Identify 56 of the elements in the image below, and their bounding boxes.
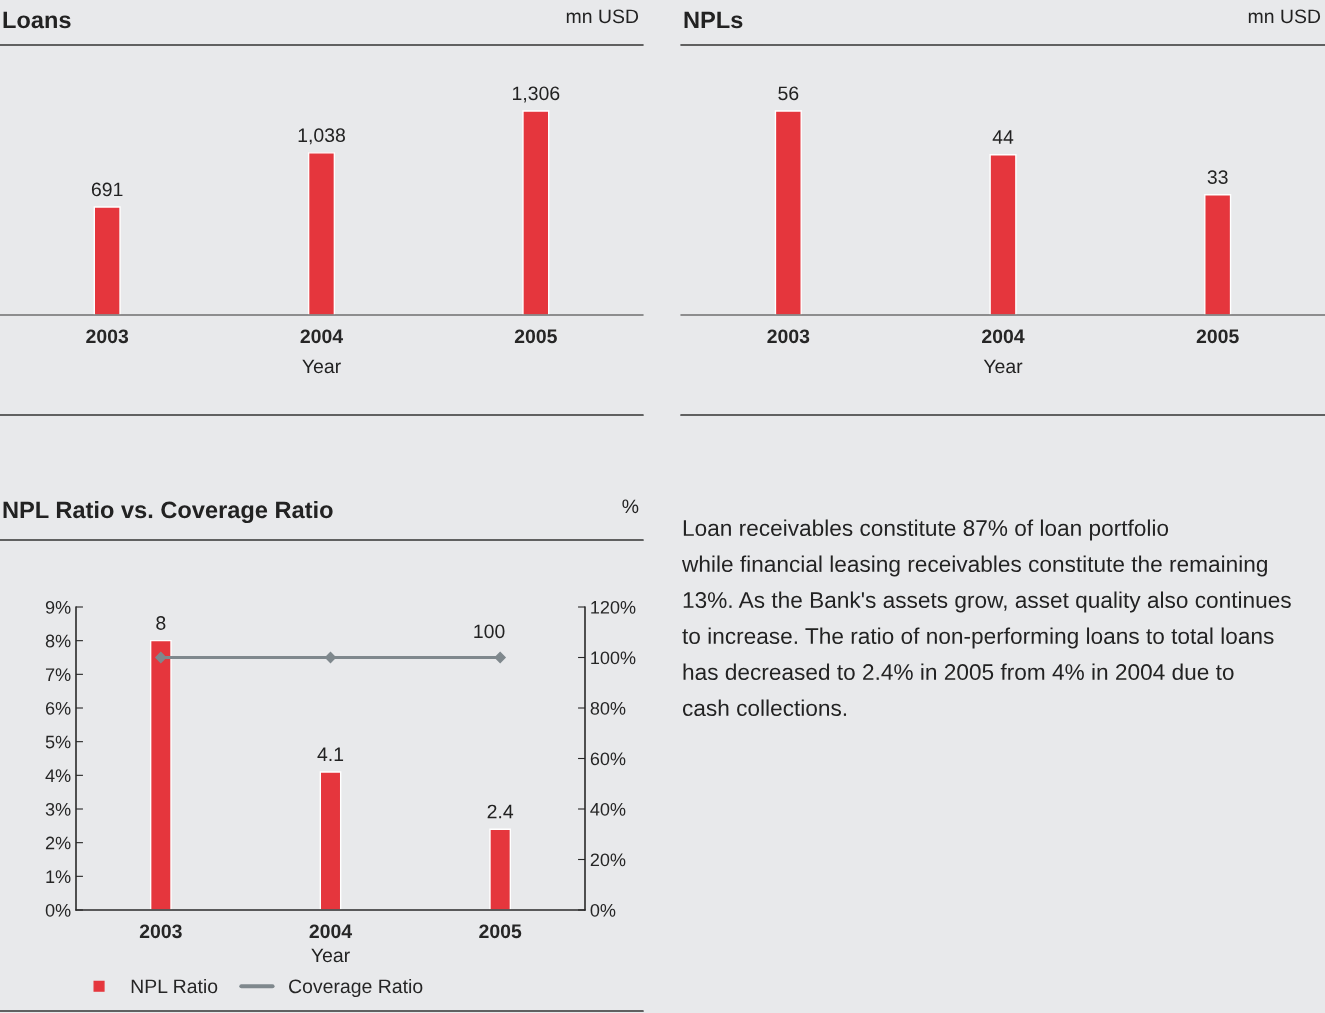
x-tick-label: 2003 — [86, 329, 129, 344]
legend-label: NPL Ratio — [131, 978, 218, 994]
text: % — [622, 499, 639, 514]
text: has decreased to 2.4% in 2005 from 4% in 2004 due to — [683, 663, 1234, 681]
data-label: 4.1 — [317, 747, 344, 761]
data-label: 1,038 — [298, 128, 345, 145]
data-label: 44 — [992, 130, 1014, 144]
text: to increase. The ratio of non-performing loans to total loans — [682, 627, 1274, 649]
y2-tick-label: 120% — [591, 600, 636, 614]
chart-title: NPL Ratio vs. Coverage Ratio — [3, 500, 333, 524]
data-label: 56 — [778, 86, 799, 101]
y-tick-label: 8% — [45, 634, 71, 648]
x-tick-label: 2003 — [767, 329, 810, 344]
text: while financial leasing receivables constitute the remaining — [681, 555, 1267, 577]
bar — [149, 639, 172, 910]
x-tick-label: 2004 — [309, 924, 353, 939]
bar — [489, 828, 512, 910]
x-tick-label: 2004 — [300, 329, 344, 344]
chart-subtitle: mn USD — [566, 9, 639, 24]
x-tick-label: 2005 — [479, 924, 522, 939]
data-label: 100 — [474, 624, 505, 639]
y-tick-label: 5% — [45, 735, 71, 749]
y-tick-label: 3% — [45, 802, 71, 816]
chart-title: NPLs — [684, 11, 743, 29]
y-tick-label: 0% — [45, 903, 71, 917]
y2-tick-label: 40% — [590, 802, 626, 816]
y2-tick-label: 80% — [590, 701, 626, 715]
data-label: 2.4 — [487, 804, 514, 819]
x-axis-title: Year — [983, 359, 1023, 374]
data-label: 1,306 — [512, 86, 560, 103]
text: Loan receivables constitute 87% of loan portfolio — [683, 519, 1169, 541]
y-tick-label: 7% — [45, 668, 71, 681]
y-tick-label: 2% — [45, 836, 71, 850]
data-label: 8 — [156, 616, 166, 630]
x-axis-title: Year — [311, 948, 350, 963]
text: cash collections. — [682, 699, 847, 717]
x-axis-title: Year — [302, 359, 341, 374]
y2-tick-label: 100% — [591, 651, 636, 665]
x-tick-label: 2005 — [1196, 329, 1239, 344]
y-tick-label: 9% — [45, 600, 71, 614]
data-label: 691 — [91, 182, 123, 197]
x-tick-label: 2004 — [982, 329, 1025, 344]
chart-subtitle: mn USD — [1248, 9, 1321, 24]
y2-tick-label: 20% — [590, 853, 626, 867]
y-tick-label: 4% — [45, 769, 71, 782]
x-tick-label: 2003 — [139, 924, 182, 939]
y2-tick-label: 60% — [590, 752, 626, 766]
bar — [319, 771, 342, 910]
chart-title: Loans — [3, 11, 71, 29]
legend-label: Coverage Ratio — [289, 978, 423, 998]
y-tick-label: 1% — [46, 870, 71, 883]
y2-tick-label: 0% — [590, 903, 616, 917]
y-tick-label: 6% — [45, 701, 71, 715]
x-tick-label: 2005 — [514, 329, 557, 344]
data-label: 33 — [1207, 170, 1228, 184]
text: 13%. As the Bank's assets grow, asset quality also continues — [683, 591, 1291, 613]
